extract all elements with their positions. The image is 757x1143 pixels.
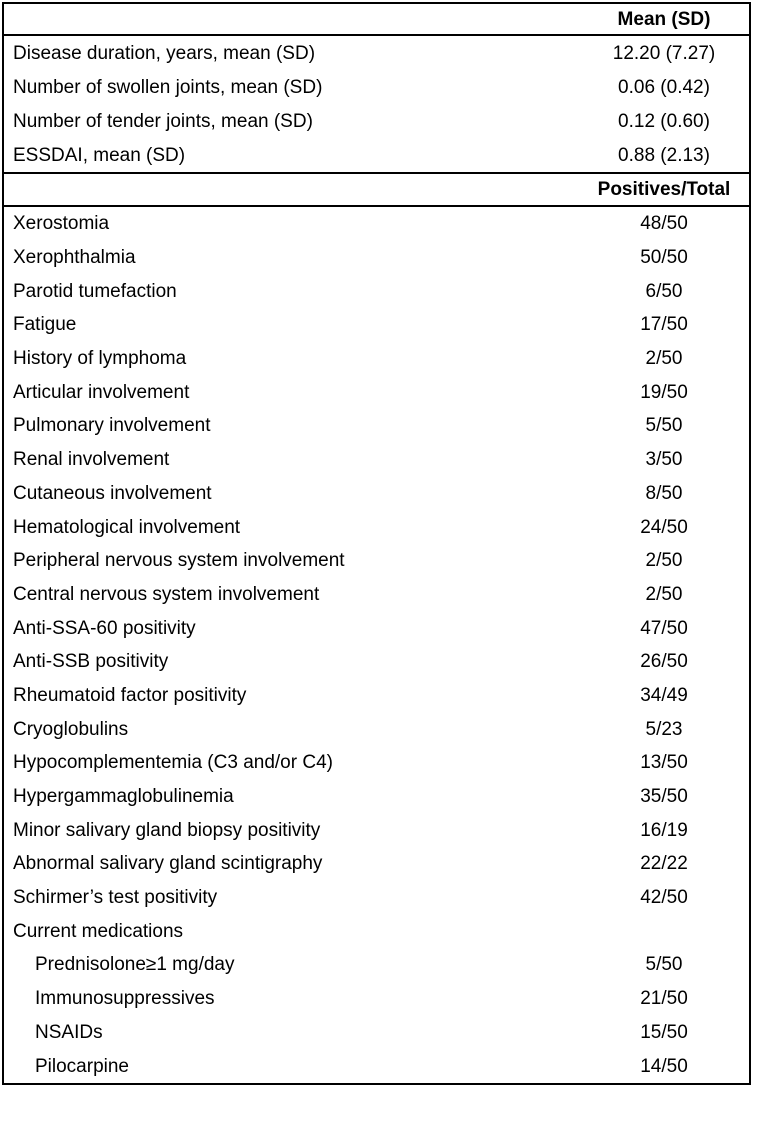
row-value: 21/50 <box>640 988 688 1010</box>
row-label: Anti-SSA-60 positivity <box>13 618 196 638</box>
table-row: Immunosuppressives 21/50 <box>4 982 749 1016</box>
row-value: 0.12 (0.60) <box>618 110 710 132</box>
row-label: Schirmer’s test positivity <box>13 888 218 908</box>
row-label: Current medications <box>13 921 184 941</box>
table-row: Fatigue 17/50 <box>4 308 749 342</box>
row-label: Fatigue <box>13 315 77 335</box>
row-value: 35/50 <box>640 786 688 808</box>
row-value: 2/50 <box>645 583 683 605</box>
row-value: 15/50 <box>640 1021 688 1043</box>
row-value: 26/50 <box>640 651 688 673</box>
table-row: Parotid tumefaction 6/50 <box>4 274 749 308</box>
table-row: Minor salivary gland biopsy positivity 16… <box>4 813 749 847</box>
row-label: Xerostomia <box>13 214 110 234</box>
row-label: ESSDAI, mean (SD) <box>13 145 186 165</box>
row-value: 34/49 <box>640 684 688 706</box>
table-row: Peripheral nervous system involvement 2/5… <box>4 544 749 578</box>
table-row: Central nervous system involvement 2/50 <box>4 578 749 612</box>
row-value: 42/50 <box>640 887 688 909</box>
table-row: Xerostomia 48/50 <box>4 207 749 241</box>
row-label: Hypergammaglobulinemia <box>13 787 234 807</box>
row-value: 3/50 <box>645 449 683 471</box>
row-label: Pulmonary involvement <box>13 416 211 436</box>
row-value: 12.20 (7.27) <box>612 42 716 64</box>
row-value: 0.88 (2.13) <box>618 144 710 166</box>
table-row: Prednisolone≥1 mg/day 5/50 <box>4 948 749 982</box>
row-label: Cutaneous involvement <box>13 483 212 503</box>
table-row: Renal involvement 3/50 <box>4 443 749 477</box>
row-label: Cryoglobulins <box>13 719 129 739</box>
row-label: Abnormal salivary gland scintigraphy <box>13 854 323 874</box>
table-row: Number of tender joints, mean (SD) 0.12 (… <box>4 104 749 138</box>
table-row: ESSDAI, mean (SD) 0.88 (2.13) <box>4 138 749 172</box>
row-value: 48/50 <box>640 213 688 235</box>
row-label: Rheumatoid factor positivity <box>13 685 247 705</box>
table-row: Hypocomplementemia (C3 and/or C4) 13/50 <box>4 746 749 780</box>
positives-header-row: Positives/Total <box>4 174 749 207</box>
mean-sd-column-header: Mean (SD) <box>617 8 711 30</box>
table-row: Current medications <box>4 914 749 948</box>
row-value: 5/50 <box>645 954 683 976</box>
table-row: Schirmer’s test positivity 42/50 <box>4 881 749 915</box>
mean-header-row: Mean (SD) <box>4 4 749 36</box>
row-value: 19/50 <box>640 381 688 403</box>
table-row: NSAIDs 15/50 <box>4 1016 749 1050</box>
row-label: Renal involvement <box>13 450 170 470</box>
row-value: 17/50 <box>640 314 688 336</box>
row-label: Pilocarpine <box>35 1056 129 1076</box>
table-row: Articular involvement 19/50 <box>4 375 749 409</box>
table-row: Anti-SSA-60 positivity 47/50 <box>4 611 749 645</box>
positives-total-column-header: Positives/Total <box>597 179 731 200</box>
row-value: 16/19 <box>640 819 688 841</box>
row-value: 6/50 <box>645 280 683 302</box>
row-label: Articular involvement <box>13 382 190 402</box>
positives-section-rows: Xerostomia 48/50 Xerophthalmia 50/50 Parotid… <box>4 207 749 1083</box>
table-row: Hematological involvement 24/50 <box>4 510 749 544</box>
row-value: 47/50 <box>640 617 688 639</box>
row-label: Immunosuppressives <box>35 989 215 1009</box>
table-row: Pulmonary involvement 5/50 <box>4 409 749 443</box>
row-label: Central nervous system involvement <box>13 584 320 604</box>
row-value: 13/50 <box>640 752 688 774</box>
table-row: Disease duration, years, mean (SD) 12.20 … <box>4 36 749 70</box>
row-value: 50/50 <box>640 247 688 269</box>
table-row: Number of swollen joints, mean (SD) 0.06 … <box>4 70 749 104</box>
row-label: Number of swollen joints, mean (SD) <box>13 77 323 97</box>
row-label: Prednisolone≥1 mg/day <box>35 955 235 975</box>
row-label: Hematological involvement <box>13 517 241 537</box>
row-label: Peripheral nervous system involvement <box>13 551 345 571</box>
row-label: Hypocomplementemia (C3 and/or C4) <box>13 753 333 773</box>
table-row: Anti-SSB positivity 26/50 <box>4 645 749 679</box>
row-value: 2/50 <box>645 348 683 370</box>
row-label: History of lymphoma <box>13 349 187 369</box>
table-row: Rheumatoid factor positivity 34/49 <box>4 679 749 713</box>
table-row: Hypergammaglobulinemia 35/50 <box>4 780 749 814</box>
table-row: Cutaneous involvement 8/50 <box>4 477 749 511</box>
row-value: 14/50 <box>640 1055 688 1077</box>
row-value: 5/50 <box>645 415 683 437</box>
row-label: Disease duration, years, mean (SD) <box>13 43 316 63</box>
row-label: Minor salivary gland biopsy positivity <box>13 820 321 840</box>
row-label: Number of tender joints, mean (SD) <box>13 111 313 131</box>
mean-section-rows: Disease duration, years, mean (SD) 12.20 … <box>4 36 749 174</box>
row-value: 22/22 <box>640 853 688 875</box>
row-value: 24/50 <box>640 516 688 538</box>
row-label: Xerophthalmia <box>13 248 136 268</box>
row-value: 8/50 <box>645 482 683 504</box>
table-row: Abnormal salivary gland scintigraphy 22/2… <box>4 847 749 881</box>
table-row: History of lymphoma 2/50 <box>4 342 749 376</box>
row-label: NSAIDs <box>35 1022 103 1042</box>
table-row: Pilocarpine 14/50 <box>4 1049 749 1083</box>
row-value: 0.06 (0.42) <box>618 76 710 98</box>
row-value: 5/23 <box>645 718 683 740</box>
row-label: Anti-SSB positivity <box>13 652 169 672</box>
table-row: Cryoglobulins 5/23 <box>4 712 749 746</box>
characteristics-table: Mean (SD) Disease duration, years, mean … <box>2 2 751 1085</box>
table-row: Xerophthalmia 50/50 <box>4 241 749 275</box>
row-value: 2/50 <box>645 550 683 572</box>
row-label: Parotid tumefaction <box>13 281 177 301</box>
